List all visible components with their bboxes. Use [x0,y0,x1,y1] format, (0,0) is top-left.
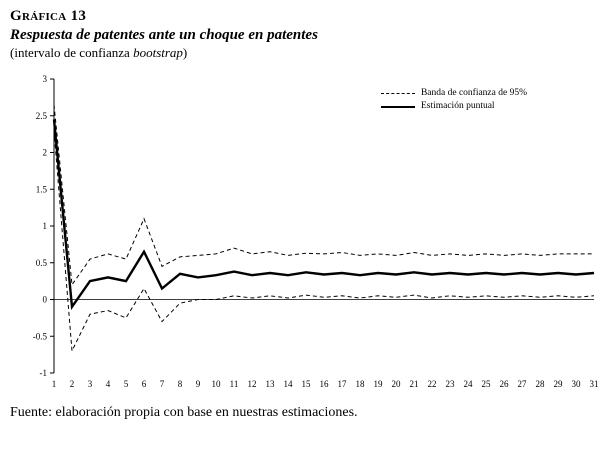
svg-text:23: 23 [446,379,456,389]
svg-text:-1: -1 [40,368,48,378]
svg-text:17: 17 [338,379,348,389]
svg-text:2: 2 [43,148,48,158]
impulse-response-chart: 3 2.5 2 1.5 1 0.5 0 -0.5 -1 1 2 3 4 5 6 7 8 9 10 11 12 13 14 15… [12,69,602,399]
svg-text:10: 10 [212,379,222,389]
svg-text:6: 6 [142,379,147,389]
svg-text:0.5: 0.5 [36,258,48,268]
svg-text:4: 4 [106,379,111,389]
svg-text:30: 30 [572,379,582,389]
figure-subtitle: Respuesta de patentes ante un choque en … [10,27,318,43]
svg-text:9: 9 [196,379,201,389]
source-note: Fuente: elaboración propia con base en n… [10,405,358,420]
legend-item-confidence-band: Banda de confianza de 95% [380,87,527,100]
svg-text:1: 1 [43,221,48,231]
svg-text:26: 26 [500,379,510,389]
svg-text:2.5: 2.5 [36,111,48,121]
svg-text:1.5: 1.5 [36,184,48,194]
legend-label-point: Estimación puntual [420,101,495,111]
svg-text:3: 3 [43,74,48,84]
svg-text:12: 12 [248,379,257,389]
svg-text:14: 14 [284,379,294,389]
svg-text:13: 13 [266,379,276,389]
svg-text:3: 3 [88,379,93,389]
svg-text:0: 0 [43,295,48,305]
svg-text:25: 25 [482,379,492,389]
figure-note: (intervalo de confianza bootstrap) [10,45,595,61]
note-italic-word: bootstrap [133,45,183,60]
svg-text:5: 5 [124,379,129,389]
legend-item-point-estimate: Estimación puntual [380,100,527,113]
svg-text:15: 15 [302,379,312,389]
svg-text:22: 22 [428,379,437,389]
chart-legend: Banda de confianza de 95% Estimación pun… [380,87,527,113]
svg-text:18: 18 [356,379,366,389]
svg-text:28: 28 [536,379,546,389]
note-prefix: (intervalo de confianza [10,45,134,60]
dashed-line-sample [380,93,415,94]
svg-text:21: 21 [410,379,419,389]
svg-text:7: 7 [160,379,165,389]
svg-text:31: 31 [590,379,599,389]
note-suffix: ) [182,45,188,60]
svg-text:-0.5: -0.5 [33,331,48,341]
svg-text:11: 11 [230,379,239,389]
figure-header: Gráfica 13 Respuesta de patentes ante un… [10,8,595,61]
svg-text:24: 24 [464,379,474,389]
svg-text:20: 20 [392,379,402,389]
svg-text:8: 8 [178,379,183,389]
svg-text:27: 27 [518,379,528,389]
svg-text:1: 1 [52,379,57,389]
solid-line-sample [380,105,415,108]
figure-title: Gráfica 13 [10,8,87,24]
svg-text:16: 16 [320,379,330,389]
svg-text:29: 29 [554,379,564,389]
chart-canvas: 32.521.510.50-0.5-11 2 3 4 5 6 7 8 9 10 11 12 13 14 15… [33,74,599,389]
legend-label-band: Banda de confianza de 95% [420,88,527,98]
svg-text:19: 19 [374,379,384,389]
svg-text:2: 2 [70,379,75,389]
